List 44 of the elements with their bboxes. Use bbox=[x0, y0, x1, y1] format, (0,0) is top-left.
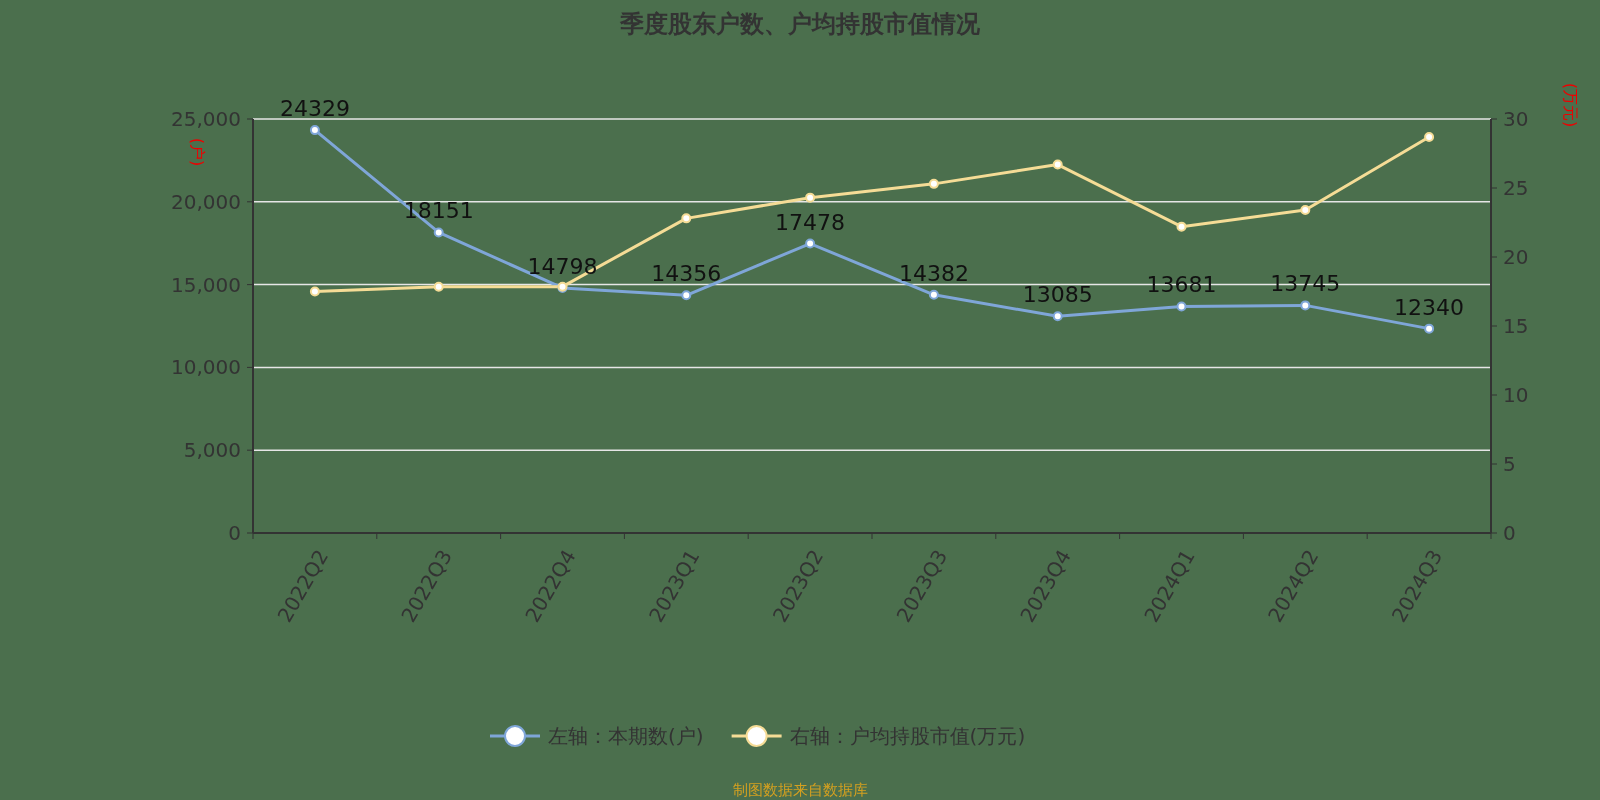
data-label: 17478 bbox=[775, 209, 846, 235]
point bbox=[433, 281, 444, 292]
data-label: 14356 bbox=[651, 261, 722, 287]
point bbox=[681, 213, 692, 224]
point bbox=[1176, 301, 1187, 312]
y-tick-label: 15,000 bbox=[171, 272, 241, 297]
y-tick-label: 25,000 bbox=[171, 107, 241, 131]
y2-tick-label: 15 bbox=[1503, 314, 1529, 338]
point bbox=[1176, 221, 1187, 232]
data-label: 13085 bbox=[1022, 282, 1093, 308]
point bbox=[1052, 159, 1063, 170]
data-label: 14798 bbox=[527, 253, 598, 279]
point bbox=[681, 290, 692, 301]
point bbox=[1300, 205, 1311, 216]
y-tick-label: 20,000 bbox=[171, 189, 241, 214]
data-label: 12340 bbox=[1394, 294, 1465, 320]
point bbox=[309, 125, 320, 136]
y2-tick-label: 5 bbox=[1503, 452, 1516, 476]
legend-label: 左轴：本期数(户) bbox=[548, 724, 704, 748]
point bbox=[1300, 300, 1311, 311]
chart-title: 季度股东户数、户均持股市值情况 bbox=[619, 10, 981, 38]
point bbox=[928, 289, 939, 300]
y2-axis-title: (万元) bbox=[1561, 82, 1580, 128]
y2-tick-label: 10 bbox=[1503, 383, 1529, 407]
point bbox=[1424, 323, 1435, 334]
y2-tick-label: 25 bbox=[1503, 176, 1529, 200]
y-tick-label: 5,000 bbox=[183, 438, 241, 463]
point bbox=[433, 227, 444, 238]
point bbox=[805, 192, 816, 203]
y-tick-label: 10,000 bbox=[171, 355, 241, 380]
y-tick-label: 0 bbox=[228, 521, 241, 545]
y2-tick-label: 20 bbox=[1503, 245, 1529, 269]
legend-label: 右轴：户均持股市值(万元) bbox=[789, 724, 1026, 748]
point bbox=[1052, 311, 1063, 322]
point bbox=[1424, 131, 1435, 142]
point bbox=[805, 238, 816, 249]
y-axis-title: (户) bbox=[188, 137, 207, 167]
text: 制图数据来自数据库 bbox=[732, 781, 868, 799]
y2-tick-label: 30 bbox=[1503, 107, 1529, 131]
data-label: 14382 bbox=[898, 260, 969, 286]
data-label: 24329 bbox=[279, 96, 350, 122]
y2-tick-label: 0 bbox=[1503, 521, 1516, 545]
point bbox=[928, 178, 939, 189]
point bbox=[309, 286, 320, 297]
